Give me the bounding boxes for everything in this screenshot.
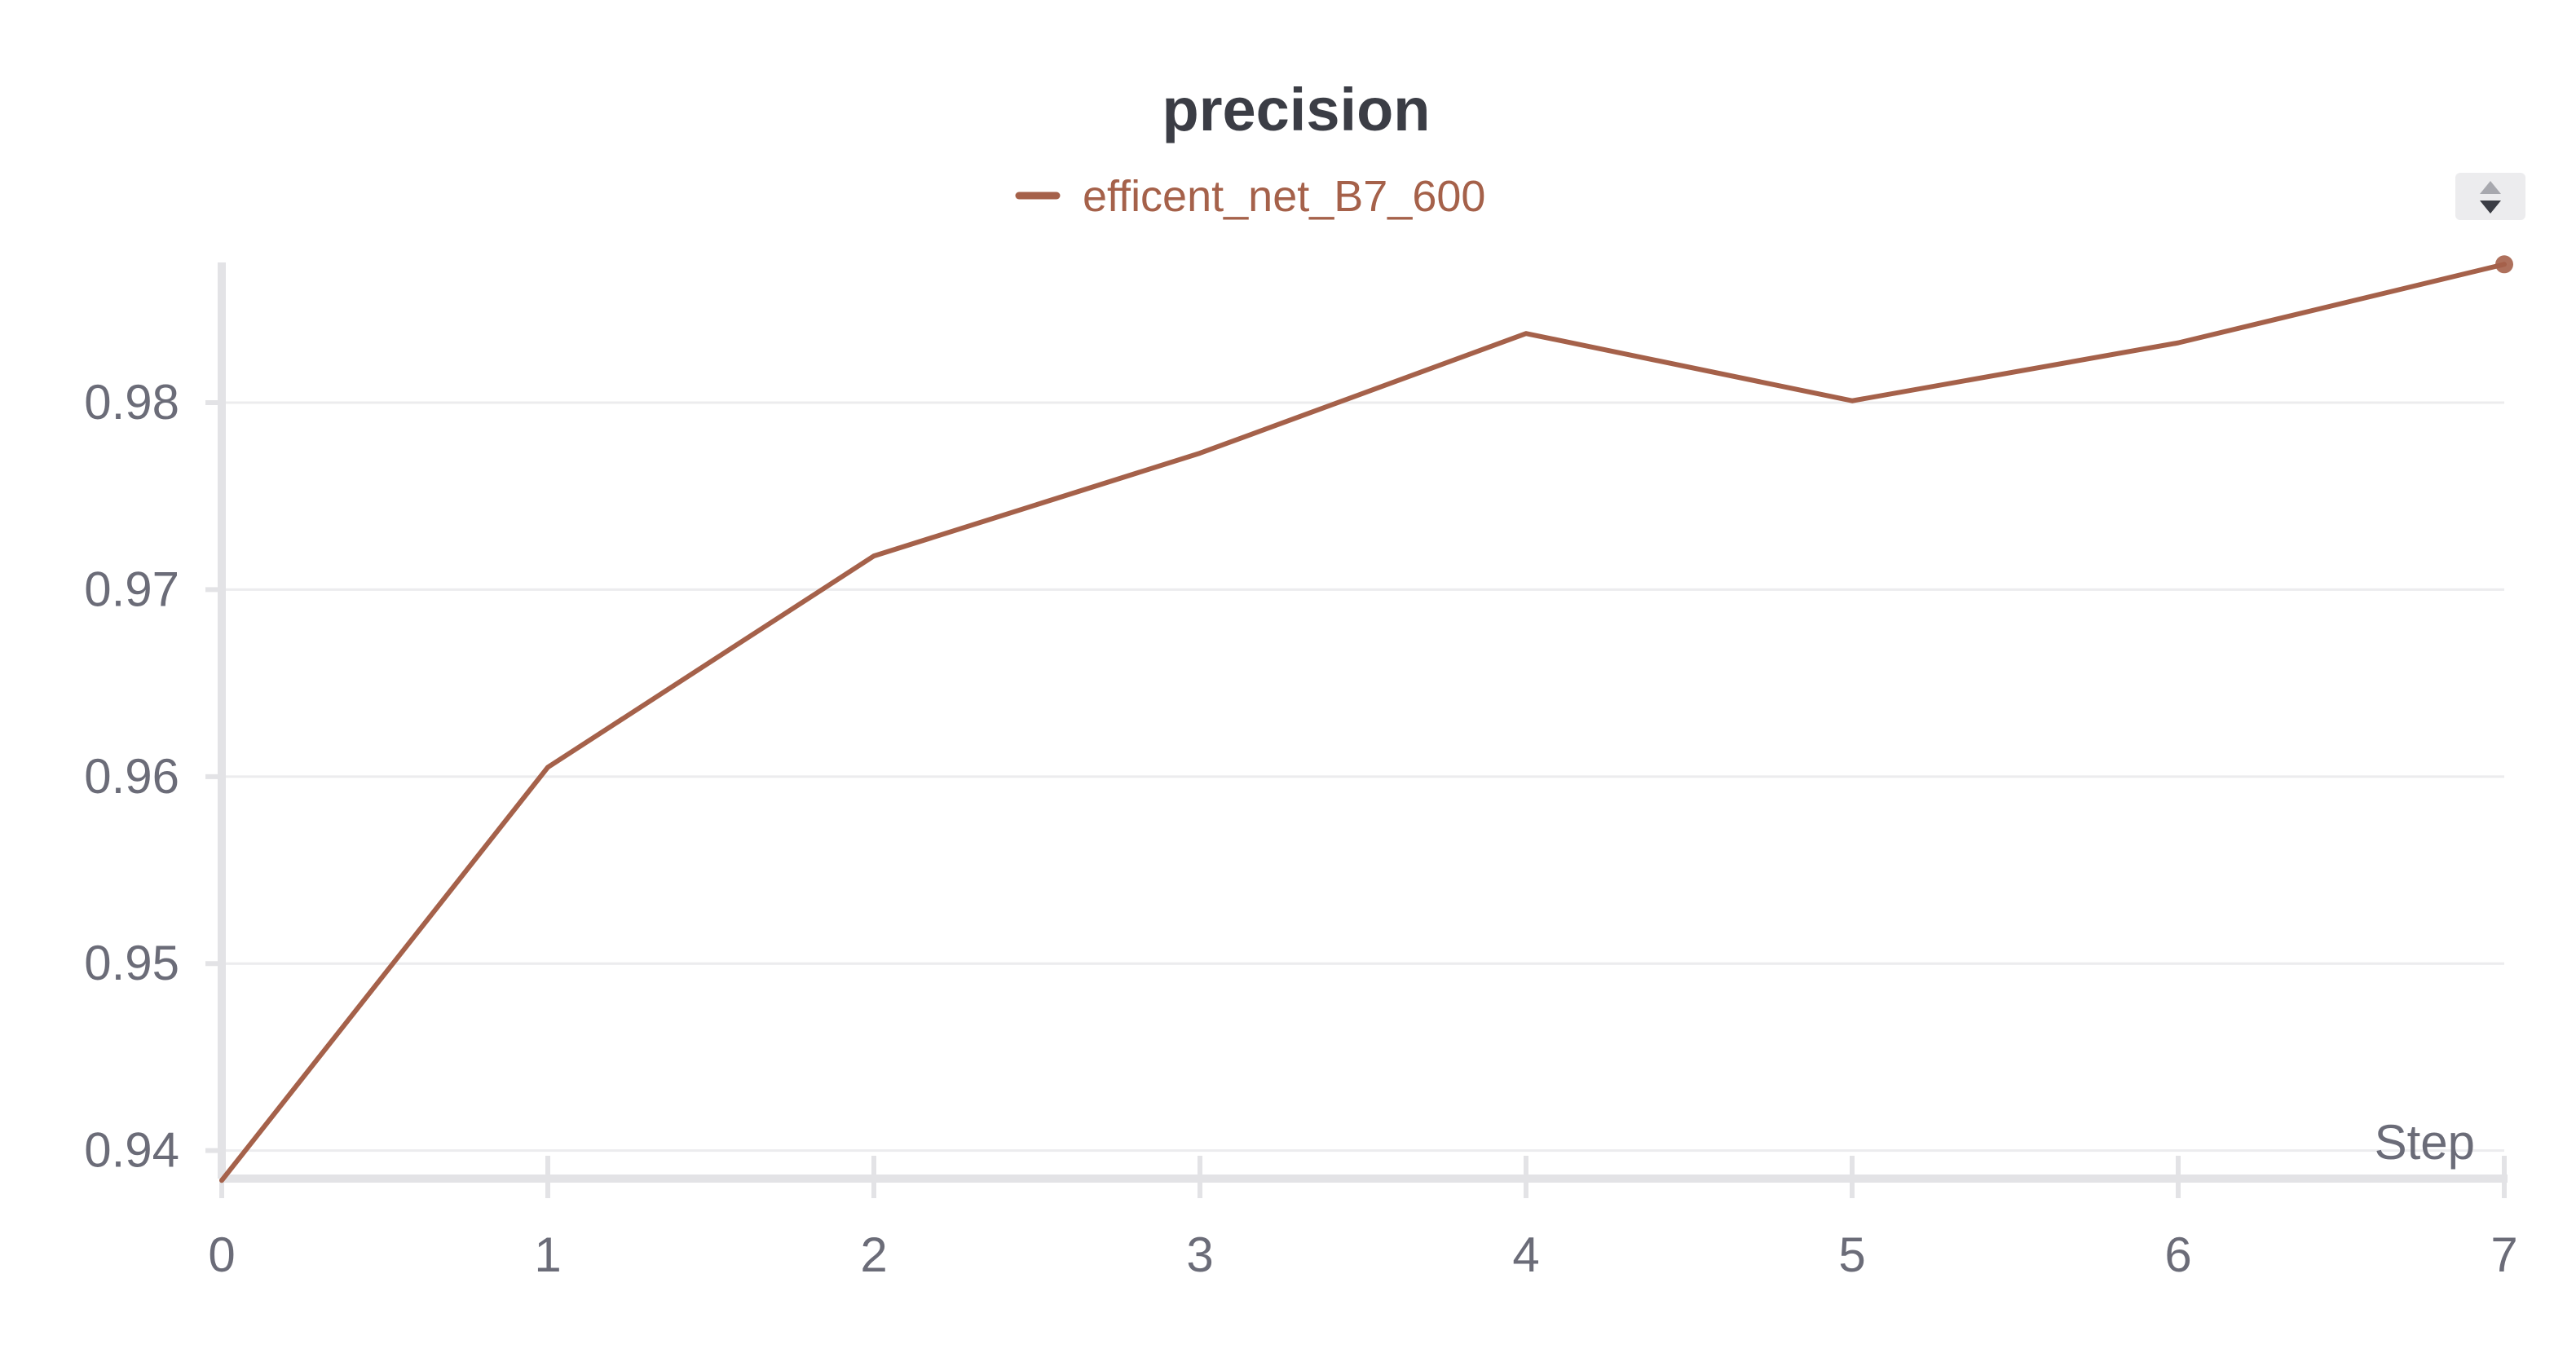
y-tick-label: 0.98 (84, 375, 179, 430)
x-tick-label: 5 (1838, 1227, 1865, 1282)
legend[interactable]: efficent_net_B7_600 (1015, 172, 1485, 221)
x-tick-label: 7 (2490, 1227, 2517, 1282)
legend-label: efficent_net_B7_600 (1083, 172, 1485, 221)
data-point (874, 556, 875, 557)
x-tick-label: 0 (208, 1227, 235, 1282)
axes (218, 262, 2508, 1183)
x-tick-label: 6 (2164, 1227, 2191, 1282)
data-point (1200, 452, 1201, 453)
chart-title: precision (1162, 76, 1431, 143)
x-tick-label: 2 (860, 1227, 887, 1282)
data-point (1852, 400, 1853, 401)
data-point (548, 767, 549, 768)
data-point (2178, 342, 2179, 343)
x-axis-title: Step (2375, 1115, 2475, 1170)
y-axis-ticks: 0.94 0.95 0.96 0.97 0.98 (84, 375, 222, 1178)
x-tick-label: 1 (534, 1227, 561, 1282)
x-axis-ticks: 0 1 2 3 4 5 6 7 (208, 1156, 2518, 1282)
sort-button[interactable] (2455, 173, 2525, 220)
data-point (1526, 333, 1527, 334)
sort-up-down-icon (2480, 181, 2501, 214)
data-point (222, 1180, 223, 1181)
x-tick-label: 3 (1186, 1227, 1213, 1282)
series-layer (219, 255, 2513, 1183)
x-tick-label: 4 (1512, 1227, 1539, 1282)
series-line (219, 262, 2507, 1183)
y-tick-label: 0.97 (84, 562, 179, 616)
y-tick-label: 0.95 (84, 936, 179, 990)
y-tick-label: 0.96 (84, 749, 179, 804)
grid (222, 401, 2504, 1152)
y-tick-label: 0.94 (84, 1123, 179, 1178)
data-point (2495, 255, 2513, 274)
